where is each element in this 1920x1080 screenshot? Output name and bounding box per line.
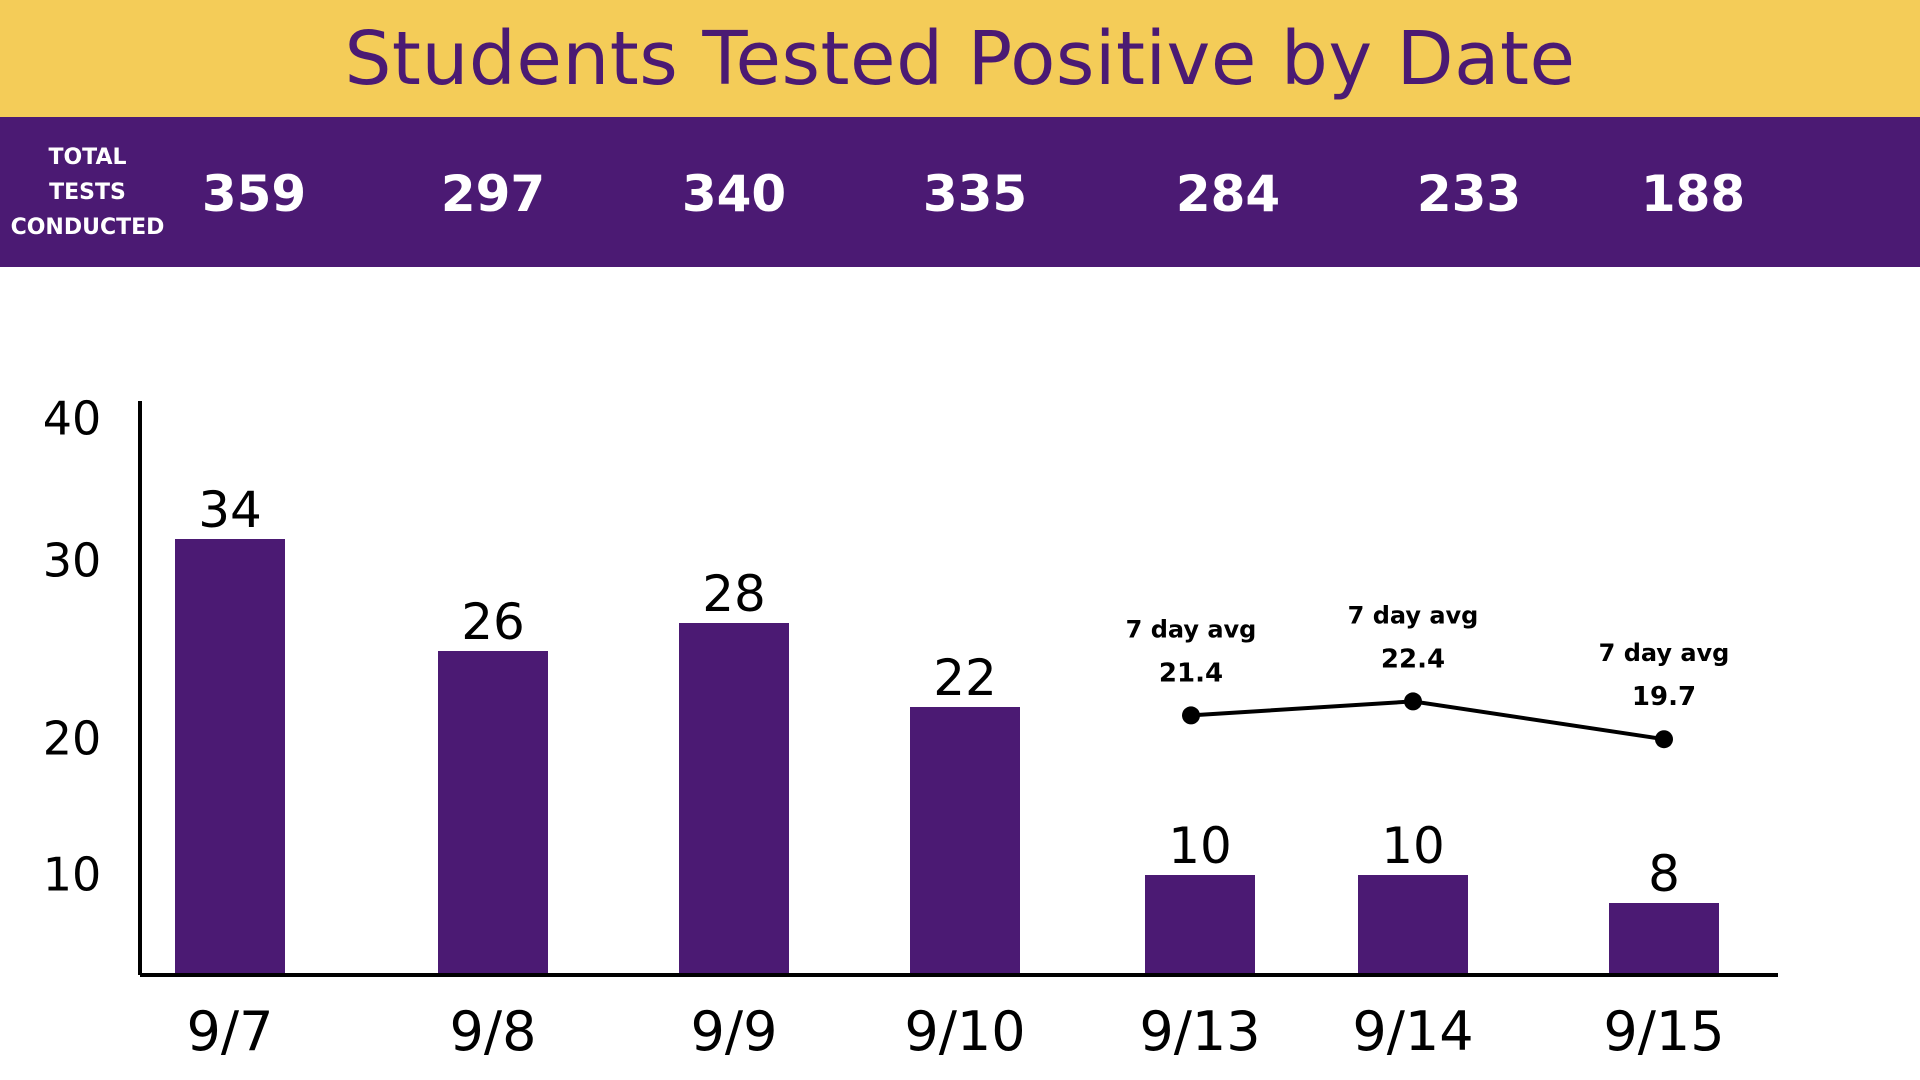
bar-value-label: 34 xyxy=(198,481,262,539)
bar xyxy=(679,623,789,973)
x-tick-label: 9/8 xyxy=(450,1000,537,1063)
bar-value-label: 8 xyxy=(1648,845,1680,903)
7-day-avg-title: 7 day avg xyxy=(1348,601,1479,629)
x-tick-label: 9/15 xyxy=(1603,1000,1724,1063)
total-tests-label-line: CONDUCTED xyxy=(10,215,165,240)
bar xyxy=(1358,875,1468,973)
title-band xyxy=(0,0,1920,117)
total-tests-value: 188 xyxy=(1640,165,1746,223)
7-day-avg-value: 21.4 xyxy=(1159,658,1223,688)
bar xyxy=(438,651,548,973)
totals-band xyxy=(0,117,1920,267)
x-tick-label: 9/9 xyxy=(691,1000,778,1063)
total-tests-value: 340 xyxy=(681,165,787,223)
bar xyxy=(1145,875,1255,973)
bar-value-label: 22 xyxy=(933,649,997,707)
bar xyxy=(175,539,285,973)
total-tests-value: 284 xyxy=(1175,165,1281,223)
7-day-avg-point xyxy=(1182,706,1200,725)
total-tests-value: 297 xyxy=(440,165,546,223)
bar-value-label: 26 xyxy=(461,593,525,651)
7-day-avg-value: 22.4 xyxy=(1381,644,1445,674)
y-tick-label: 20 xyxy=(43,712,102,766)
total-tests-value: 335 xyxy=(922,165,1028,223)
x-tick-label: 9/13 xyxy=(1139,1000,1260,1063)
y-tick-label: 30 xyxy=(43,534,102,588)
bar-value-label: 10 xyxy=(1168,817,1232,875)
7-day-avg-line xyxy=(1190,699,1665,742)
x-tick-label: 9/7 xyxy=(187,1000,274,1063)
7-day-avg-point xyxy=(1404,692,1422,711)
bar xyxy=(910,707,1020,973)
x-tick-label: 9/14 xyxy=(1352,1000,1473,1063)
7-day-avg-title: 7 day avg xyxy=(1126,615,1257,643)
total-tests-value: 359 xyxy=(201,165,307,223)
y-tick-label: 10 xyxy=(43,848,102,902)
total-tests-value: 233 xyxy=(1416,165,1522,223)
total-tests-label-line: TESTS xyxy=(49,180,126,205)
y-tick-label: 40 xyxy=(43,392,102,446)
x-tick-label: 9/10 xyxy=(904,1000,1025,1063)
page-title: Students Tested Positive by Date xyxy=(344,15,1576,102)
7-day-avg-point xyxy=(1655,730,1673,749)
bar-value-label: 28 xyxy=(702,565,766,623)
bar-value-label: 10 xyxy=(1381,817,1445,875)
total-tests-label: TOTAL TESTS CONDUCTED xyxy=(0,140,175,245)
7-day-avg-title: 7 day avg xyxy=(1599,639,1730,667)
7-day-avg-value: 19.7 xyxy=(1632,682,1696,712)
bar xyxy=(1609,903,1719,973)
total-tests-label-line: TOTAL xyxy=(48,145,127,170)
